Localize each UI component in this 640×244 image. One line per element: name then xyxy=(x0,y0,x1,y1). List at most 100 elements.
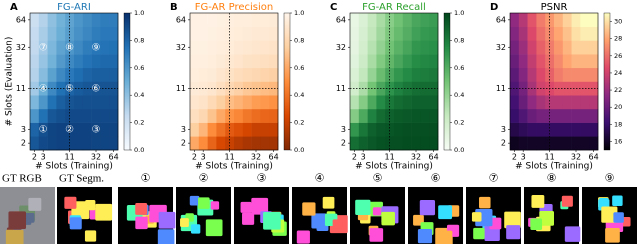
heatmap-cell xyxy=(91,13,101,27)
heatmap-cell xyxy=(91,40,101,55)
cell-annotation: ③ xyxy=(92,124,101,135)
cell-annotation: ⑥ xyxy=(92,83,101,94)
image-label: ⑨ xyxy=(605,173,615,185)
heatmap-cell xyxy=(518,136,528,151)
image-label: ⑦ xyxy=(489,173,499,185)
heatmap-cell xyxy=(198,54,208,69)
heatmap-cell xyxy=(527,122,537,137)
heatmap-cell xyxy=(234,40,244,55)
heatmap-cell xyxy=(580,108,590,123)
heatmap-cell xyxy=(242,40,252,55)
heatmap-cell xyxy=(545,26,555,41)
object xyxy=(240,201,252,213)
object xyxy=(135,216,148,230)
heatmap-cell xyxy=(510,26,520,41)
heatmap-cell xyxy=(74,108,84,123)
y-tick-label: 3 xyxy=(21,125,26,134)
heatmap-cell xyxy=(251,26,261,41)
object xyxy=(302,202,316,216)
heatmap-cell xyxy=(109,108,119,123)
heatmap-cell xyxy=(109,122,119,137)
object xyxy=(210,201,220,210)
heatmap-cell xyxy=(47,67,57,82)
object xyxy=(612,195,623,206)
heatmap-cell xyxy=(402,136,412,151)
object xyxy=(484,225,500,241)
heatmap-cell xyxy=(420,108,430,123)
colorbar-tick-label: 0.4 xyxy=(294,91,304,99)
heatmap-cell xyxy=(527,67,537,82)
x-tick-label: 11 xyxy=(65,153,75,162)
heatmap-cell xyxy=(30,26,40,41)
heatmap-cell xyxy=(518,26,528,41)
heatmap-cell xyxy=(358,122,368,137)
heatmap-cell xyxy=(207,40,217,55)
heatmap-cell xyxy=(527,108,537,123)
heatmap-cell xyxy=(420,81,430,96)
heatmap-cell xyxy=(251,108,261,123)
heatmap-cell xyxy=(190,26,200,41)
heatmap-cell xyxy=(358,108,368,123)
heatmap-cell xyxy=(518,108,528,123)
x-axis-label: # Slots (Training) xyxy=(35,162,113,172)
heatmap-cell xyxy=(260,122,270,137)
heatmap-cell xyxy=(260,13,270,27)
x-axis-label: # Slots (Training) xyxy=(195,162,273,172)
heatmap-cell xyxy=(376,95,386,110)
heatmap-cell xyxy=(56,54,66,69)
heatmap-cell xyxy=(100,136,110,151)
cell-annotation: ⑤ xyxy=(65,83,74,94)
object xyxy=(95,203,113,221)
cell-annotation: ⑦ xyxy=(39,42,48,53)
heatmap-cell xyxy=(234,26,244,41)
heatmap-cell xyxy=(260,40,270,55)
panel-letter: A xyxy=(10,2,18,13)
heatmap-cell xyxy=(74,122,84,137)
heatmap-cell xyxy=(385,26,395,41)
heatmap-cell xyxy=(367,54,377,69)
heatmap-cell xyxy=(198,136,208,151)
object xyxy=(8,211,27,229)
heatmap-cell xyxy=(82,54,92,69)
heatmap-cell xyxy=(571,26,581,41)
heatmap-cell xyxy=(190,13,200,27)
heatmap-cell xyxy=(82,95,92,110)
heatmap-cell xyxy=(91,136,101,151)
y-tick-label: 11 xyxy=(176,84,186,93)
heatmap-cell xyxy=(394,54,404,69)
x-axis-label: # Slots (Training) xyxy=(515,162,593,172)
heatmap-cell xyxy=(358,136,368,151)
heatmap-cell xyxy=(536,136,546,151)
colorbar-tick-label: 0.6 xyxy=(134,64,144,72)
heatmap-cell xyxy=(554,54,564,69)
heatmap-cell xyxy=(402,54,412,69)
colorbar-tick-label: 0.0 xyxy=(454,146,464,154)
heatmap-cell xyxy=(100,108,110,123)
heatmap-cell xyxy=(518,13,528,27)
heatmap-cell xyxy=(216,136,226,151)
heatmap-cell xyxy=(545,67,555,82)
y-tick-label: 64 xyxy=(336,15,346,24)
heatmap-cell xyxy=(376,40,386,55)
colorbar-tick-label: 16 xyxy=(614,137,622,145)
image-label: ⑥ xyxy=(431,173,441,185)
heatmap-cell xyxy=(251,54,261,69)
x-tick-label: 3 xyxy=(521,153,526,162)
heatmap-cell xyxy=(420,122,430,137)
heatmap-cell xyxy=(269,95,279,110)
heatmap-cell xyxy=(580,122,590,137)
heatmap-cell xyxy=(367,95,377,110)
heatmap-cell xyxy=(562,13,572,27)
heatmap-cell xyxy=(545,95,555,110)
heatmap-cell xyxy=(420,54,430,69)
heatmap-cell xyxy=(411,26,421,41)
heatmap-cell xyxy=(109,54,119,69)
heatmap-cell xyxy=(56,40,66,55)
heatmap-cell xyxy=(429,81,439,96)
heatmap-cell xyxy=(82,13,92,27)
heatmap-cell xyxy=(56,122,66,137)
heatmap-cell xyxy=(38,95,48,110)
heatmap-cell xyxy=(358,13,368,27)
heatmap-cell xyxy=(350,40,360,55)
heatmap-cell xyxy=(420,95,430,110)
